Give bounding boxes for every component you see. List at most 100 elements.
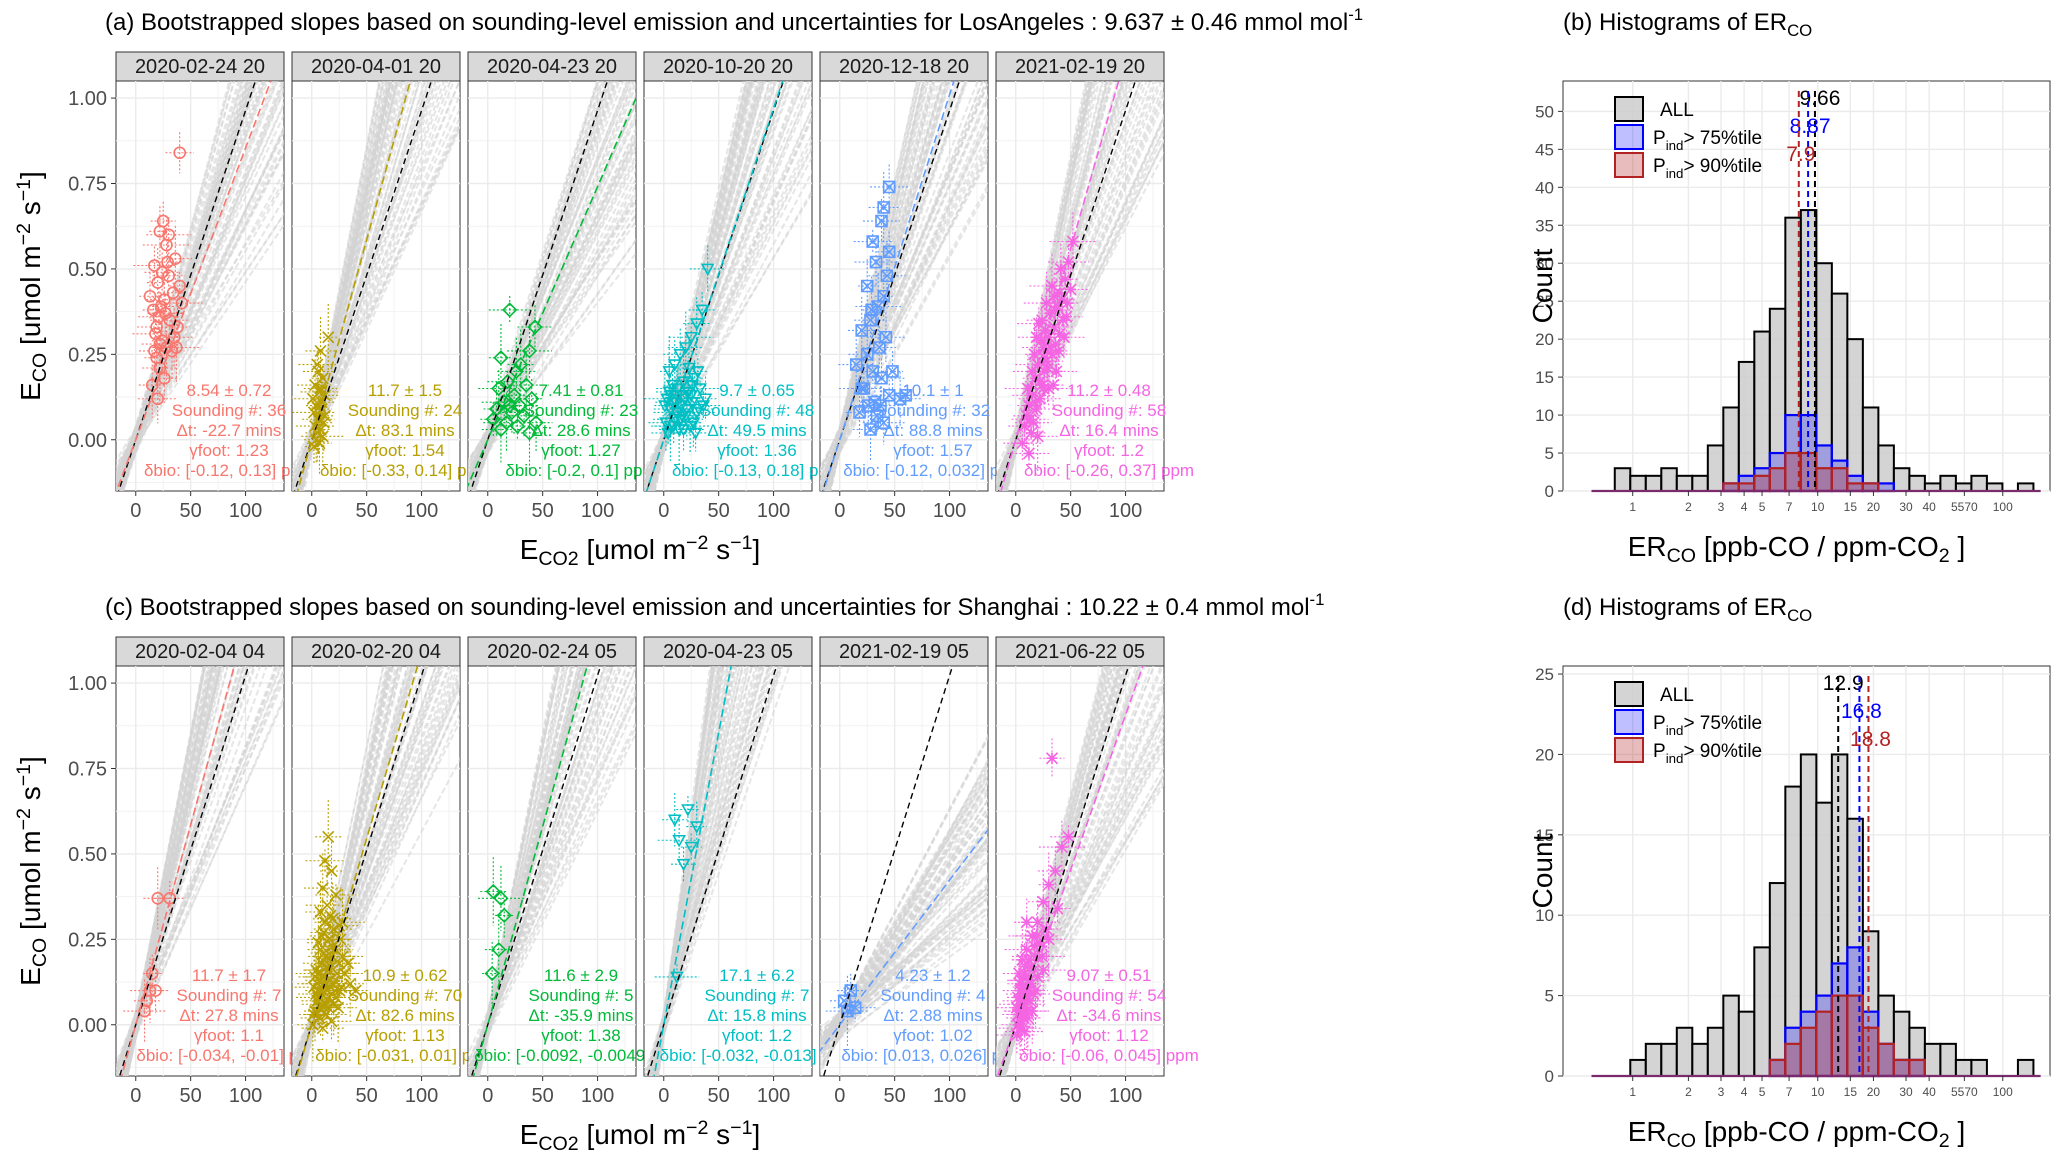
x-tick-label: 100	[405, 1085, 438, 1107]
hist-bar	[1908, 1058, 1926, 1078]
point	[678, 342, 693, 355]
point	[333, 957, 346, 970]
y-axis-title: ECO [umol m−2 s−1]	[13, 756, 51, 986]
x-tick-label: 3	[1718, 500, 1725, 514]
bootstrap-line	[820, 155, 988, 472]
facet-strip	[819, 51, 989, 82]
annotation-text: 8.54 ± 0.72	[187, 381, 272, 400]
error-bar	[517, 305, 553, 349]
bootstrap-line	[655, 666, 732, 1076]
point	[484, 965, 500, 982]
panel-slope-line	[645, 81, 784, 491]
x-tick-label: 0	[306, 500, 317, 522]
point	[860, 279, 874, 293]
hist-bar	[1923, 1042, 1942, 1078]
point	[886, 365, 899, 378]
bootstrap-line	[292, 114, 460, 491]
error-bar	[674, 368, 695, 430]
error-bar	[302, 956, 350, 1011]
bootstrap-line	[996, 81, 1126, 491]
point	[493, 350, 509, 366]
hist-bar	[1644, 1042, 1663, 1078]
point	[689, 821, 704, 834]
point	[1055, 841, 1068, 854]
point	[317, 946, 330, 960]
annotation-text: 10.9 ± 0.62	[363, 966, 448, 985]
annotation-text: Sounding #: 23	[524, 401, 638, 420]
y-tick-label: 50	[1535, 102, 1554, 121]
point	[496, 907, 512, 924]
y-tick-label: 0	[1545, 482, 1554, 501]
point	[1016, 1005, 1029, 1018]
x-tick-label: 50	[1060, 500, 1082, 522]
x-tick-label: 100	[229, 500, 262, 522]
annotation-text: δbio: [-0.034, -0.01] ppm	[136, 1046, 321, 1065]
y-tick-label: 10	[1535, 906, 1554, 925]
error-bar	[680, 833, 702, 861]
annotation-text: Δt: 49.5 mins	[707, 421, 806, 440]
legend-key	[1614, 96, 1644, 122]
error-bar	[123, 979, 166, 1043]
point	[1028, 348, 1041, 361]
median-label: 16.8	[1841, 700, 1882, 723]
annotation-text: γfoot: 1.1	[194, 1026, 264, 1045]
point	[658, 400, 672, 413]
overall-slope-line	[118, 666, 250, 1076]
bootstrap-line	[116, 81, 275, 485]
point	[1053, 286, 1066, 299]
error-bar	[661, 408, 706, 451]
bootstrap-line	[468, 724, 636, 1074]
error-bar	[144, 252, 180, 293]
hist-bar	[1768, 1058, 1787, 1078]
bootstrap-line	[996, 81, 1158, 482]
point	[869, 255, 883, 269]
point	[1048, 320, 1061, 334]
annotation-text: δbio: [-0.2, 0.1] ppm	[505, 461, 656, 480]
point	[866, 235, 880, 248]
error-bar	[1004, 999, 1045, 1064]
hist-bar	[1722, 994, 1740, 1078]
annotation-text: Δt: -35.9 mins	[529, 1006, 634, 1025]
point	[306, 1018, 319, 1031]
point	[1052, 344, 1065, 357]
bootstrap-line	[996, 113, 1164, 491]
point	[1025, 426, 1038, 439]
bootstrap-line	[823, 81, 933, 491]
point	[1031, 970, 1044, 983]
y-tick-label: 5	[1545, 987, 1554, 1006]
bootstrap-line	[292, 105, 460, 472]
annotation-text: Δt: -34.6 mins	[1057, 1006, 1162, 1025]
panel-slope-line	[468, 95, 636, 488]
point	[877, 201, 890, 214]
hist-bar	[1970, 474, 1988, 493]
bootstrap-line	[119, 81, 267, 491]
error-bar	[508, 394, 540, 438]
hist-bar	[1660, 1042, 1678, 1078]
y-tick-label: 0.25	[68, 344, 107, 366]
bootstrap-line	[292, 126, 460, 491]
facet-strip	[643, 51, 813, 82]
point	[899, 389, 912, 402]
error-bar	[500, 386, 519, 425]
hist-bar	[1815, 1010, 1833, 1078]
bootstrap-line	[474, 666, 598, 1076]
y-tick-label: 35	[1535, 216, 1554, 235]
panel-title: (a) Bootstrapped slopes based on soundin…	[105, 5, 1363, 36]
point	[1010, 1001, 1023, 1014]
error-bar	[303, 979, 327, 1043]
y-tick-label: 0.00	[68, 1015, 107, 1037]
la-histogram: (b) Histograms of ERCO 9.66 8.87 7.9 ALL Pind…	[1527, 9, 2051, 567]
point	[316, 882, 329, 895]
annotation-text: δbio: [-0.13, 0.18] ppm	[672, 461, 842, 480]
point	[154, 300, 168, 313]
error-bar	[1028, 337, 1061, 378]
x-axis-title: ERCO [ppb-CO / ppm-CO2 ]	[1628, 1116, 1966, 1152]
x-tick-label: 3	[1718, 1085, 1725, 1099]
bootstrap-line	[996, 732, 1164, 1051]
error-bar	[495, 891, 514, 940]
point	[159, 307, 172, 320]
point	[700, 263, 715, 277]
error-bar	[676, 796, 700, 823]
panel-title: (c) Bootstrapped slopes based on soundin…	[105, 590, 1324, 621]
